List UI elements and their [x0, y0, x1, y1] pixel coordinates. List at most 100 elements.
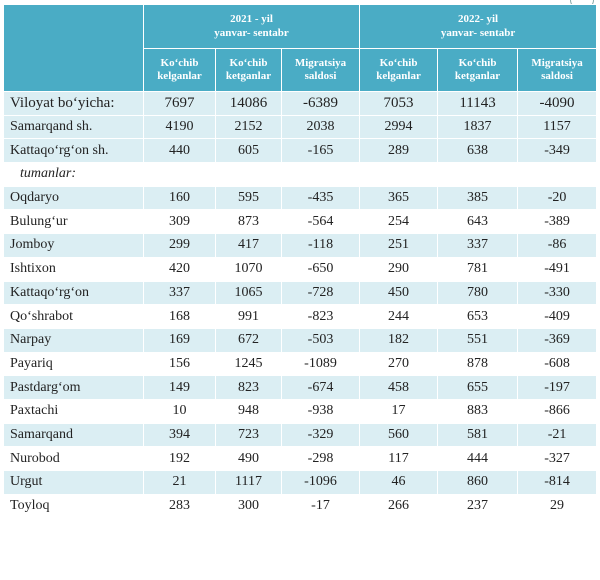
cell-left-2021: 1065 — [215, 280, 282, 306]
cell-left-2021: 300 — [215, 493, 282, 519]
cell-arrived-2021: 21 — [143, 470, 216, 495]
migration-table: 2021 - yil yanvar- sentabr 2022- yil yan… — [3, 4, 598, 519]
cell-arrived-2021: 156 — [143, 351, 216, 377]
row-label: Kattaqo‘rg‘on — [3, 280, 144, 306]
cell-left-2022: 551 — [437, 327, 519, 353]
cell-saldo-2022: -491 — [517, 256, 598, 282]
col-header-saldo-2021: Migratsiya saldosi — [280, 47, 361, 92]
cell-arrived-2021: 192 — [143, 446, 216, 471]
cell-saldo-2022: -20 — [517, 185, 598, 211]
table-row: Urgut 21 1117 -1096 46 860 -814 — [3, 470, 598, 495]
cell-arrived-2021: 337 — [143, 280, 216, 306]
cell-saldo-2022: -86 — [517, 233, 598, 258]
table-row: Samarqand 394 723 -329 560 581 -21 — [3, 422, 598, 448]
cell-saldo-2022: -814 — [517, 470, 598, 495]
cell-left-2021: 1117 — [215, 470, 282, 495]
cell-left-2021: 723 — [215, 422, 282, 448]
cell-saldo-2021: -435 — [280, 185, 361, 211]
cell-saldo-2021: -1089 — [280, 351, 361, 377]
cell-saldo-2021: -6389 — [280, 91, 361, 116]
header-corner — [3, 4, 144, 92]
cell-saldo-2022: -389 — [517, 209, 598, 235]
cell-left-2021: 1070 — [215, 256, 282, 282]
cell-left-2021: 605 — [215, 138, 282, 164]
col-header-saldo-2022: Migratsiya saldosi — [517, 47, 598, 92]
cell-left-2022: 1837 — [437, 114, 519, 140]
cell-arrived-2022: 266 — [359, 493, 439, 519]
cell-left-2022 — [437, 162, 519, 187]
col-header-arrived-2021: Ko‘chib kelganlar — [143, 47, 216, 92]
cell-saldo-2021: -503 — [280, 327, 361, 353]
row-label: Paxtachi — [3, 398, 144, 424]
cell-left-2021: 490 — [215, 446, 282, 471]
cell-saldo-2021: -650 — [280, 256, 361, 282]
cell-left-2021: 672 — [215, 327, 282, 353]
table-row: Nurobod 192 490 -298 117 444 -327 — [3, 446, 598, 471]
cell-left-2022: 860 — [437, 470, 519, 495]
row-label: Urgut — [3, 470, 144, 495]
table-row: Bulung‘ur 309 873 -564 254 643 -389 — [3, 209, 598, 235]
row-label: Ishtixon — [3, 256, 144, 282]
row-label: Bulung‘ur — [3, 209, 144, 235]
cell-left-2021: 948 — [215, 398, 282, 424]
cell-arrived-2022: 117 — [359, 446, 439, 471]
row-label: Oqdaryo — [3, 185, 144, 211]
cell-arrived-2022: 46 — [359, 470, 439, 495]
cell-left-2021: 991 — [215, 304, 282, 329]
migration-table-container: 2021 - yil yanvar- sentabr 2022- yil yan… — [3, 4, 598, 519]
period-2021-header: 2021 - yil yanvar- sentabr — [142, 4, 361, 49]
cell-arrived-2022: 560 — [359, 422, 439, 448]
table-row: Kattaqo‘rg‘on sh. 440 605 -165 289 638 -… — [3, 138, 598, 164]
cell-left-2022: 385 — [437, 185, 519, 211]
cell-left-2022: 638 — [437, 138, 519, 164]
row-label: Qo‘shrabot — [3, 304, 144, 329]
cell-saldo-2022: 1157 — [517, 114, 598, 140]
cell-arrived-2021: 283 — [143, 493, 216, 519]
cell-arrived-2022: 289 — [359, 138, 439, 164]
cell-saldo-2022: -409 — [517, 304, 598, 329]
cell-arrived-2022: 290 — [359, 256, 439, 282]
cell-left-2021: 417 — [215, 233, 282, 258]
cell-saldo-2022: -4090 — [517, 91, 598, 116]
table-row-subheader: tumanlar: — [3, 162, 598, 187]
cell-arrived-2021 — [143, 162, 216, 187]
cell-arrived-2021: 420 — [143, 256, 216, 282]
cell-saldo-2022: -608 — [517, 351, 598, 377]
row-label: Kattaqo‘rg‘on sh. — [3, 138, 144, 164]
cell-saldo-2021: -674 — [280, 375, 361, 400]
cell-arrived-2021: 160 — [143, 185, 216, 211]
cell-saldo-2021: -118 — [280, 233, 361, 258]
cell-arrived-2022: 7053 — [359, 91, 439, 116]
cell-left-2022: 655 — [437, 375, 519, 400]
cell-saldo-2021: -17 — [280, 493, 361, 519]
cell-left-2022: 237 — [437, 493, 519, 519]
cell-arrived-2021: 149 — [143, 375, 216, 400]
cell-left-2021: 823 — [215, 375, 282, 400]
cell-saldo-2022: -866 — [517, 398, 598, 424]
table-row: Samarqand sh. 4190 2152 2038 2994 1837 1… — [3, 114, 598, 140]
cell-arrived-2022: 270 — [359, 351, 439, 377]
cell-saldo-2021 — [280, 162, 361, 187]
cell-saldo-2022 — [517, 162, 598, 187]
cell-left-2022: 878 — [437, 351, 519, 377]
cell-arrived-2022: 458 — [359, 375, 439, 400]
table-row-total: Viloyat bo‘yicha: 7697 14086 -6389 7053 … — [3, 91, 598, 116]
cell-left-2022: 780 — [437, 280, 519, 306]
cell-arrived-2021: 169 — [143, 327, 216, 353]
cell-left-2021: 873 — [215, 209, 282, 235]
cell-left-2021: 14086 — [215, 91, 282, 116]
cell-left-2022: 883 — [437, 398, 519, 424]
cell-left-2021: 2152 — [215, 114, 282, 140]
cell-arrived-2022: 254 — [359, 209, 439, 235]
cell-saldo-2021: -329 — [280, 422, 361, 448]
table-row: Oqdaryo 160 595 -435 365 385 -20 — [3, 185, 598, 211]
table-row: Paxtachi 10 948 -938 17 883 -866 — [3, 398, 598, 424]
row-label: Samarqand sh. — [3, 114, 144, 140]
row-label: tumanlar: — [3, 162, 144, 187]
cell-saldo-2021: -728 — [280, 280, 361, 306]
cell-arrived-2022: 2994 — [359, 114, 439, 140]
cell-left-2022: 653 — [437, 304, 519, 329]
table-row: Toyloq 283 300 -17 266 237 29 — [3, 493, 598, 519]
cell-saldo-2022: -197 — [517, 375, 598, 400]
cell-arrived-2022: 251 — [359, 233, 439, 258]
